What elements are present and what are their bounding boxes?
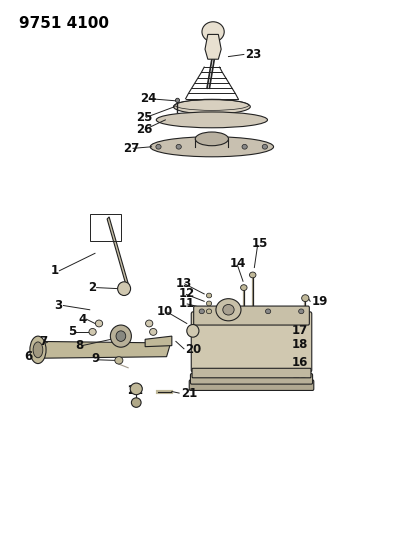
Ellipse shape	[206, 293, 211, 298]
Ellipse shape	[175, 98, 179, 102]
Text: 1: 1	[50, 264, 58, 277]
Ellipse shape	[199, 309, 204, 314]
Ellipse shape	[156, 112, 267, 128]
Text: 9: 9	[91, 352, 99, 365]
Text: 17: 17	[291, 325, 307, 337]
Polygon shape	[107, 217, 128, 286]
Text: 24: 24	[140, 92, 156, 106]
Ellipse shape	[265, 309, 270, 314]
Text: 10: 10	[156, 305, 172, 318]
Ellipse shape	[117, 282, 130, 295]
Polygon shape	[204, 35, 220, 59]
Text: 13: 13	[175, 277, 192, 290]
Ellipse shape	[115, 357, 123, 364]
FancyBboxPatch shape	[190, 374, 312, 384]
Text: 6: 6	[25, 350, 33, 362]
Polygon shape	[36, 342, 170, 358]
Ellipse shape	[202, 22, 224, 42]
Text: 5: 5	[68, 326, 76, 338]
Ellipse shape	[155, 144, 161, 149]
Ellipse shape	[149, 328, 157, 335]
Ellipse shape	[150, 137, 273, 157]
Ellipse shape	[206, 301, 211, 306]
Text: 22: 22	[127, 384, 143, 397]
Text: 15: 15	[251, 237, 267, 250]
Ellipse shape	[95, 320, 102, 327]
Text: 26: 26	[136, 123, 152, 136]
Ellipse shape	[195, 132, 228, 146]
Ellipse shape	[116, 331, 126, 342]
FancyBboxPatch shape	[191, 312, 311, 372]
Text: 8: 8	[74, 339, 83, 352]
Ellipse shape	[232, 309, 237, 314]
Text: 18: 18	[291, 338, 307, 351]
Ellipse shape	[206, 309, 211, 314]
FancyBboxPatch shape	[189, 380, 313, 391]
Ellipse shape	[301, 295, 308, 302]
Ellipse shape	[131, 398, 141, 407]
Text: 23: 23	[245, 48, 261, 61]
Text: 20: 20	[185, 343, 201, 357]
Ellipse shape	[216, 298, 240, 321]
Text: 9751 4100: 9751 4100	[19, 16, 109, 31]
Text: 27: 27	[123, 142, 139, 155]
Polygon shape	[145, 336, 171, 346]
Text: 18: 18	[291, 368, 307, 381]
Ellipse shape	[89, 328, 96, 335]
Ellipse shape	[110, 325, 131, 347]
Bar	[90, 214, 121, 241]
Text: 12: 12	[178, 287, 194, 301]
Ellipse shape	[145, 320, 153, 327]
Ellipse shape	[130, 383, 142, 394]
Text: 11: 11	[179, 297, 195, 310]
Ellipse shape	[298, 309, 303, 314]
Ellipse shape	[240, 285, 247, 290]
Ellipse shape	[241, 144, 247, 149]
Ellipse shape	[249, 272, 255, 278]
Ellipse shape	[262, 144, 267, 149]
Text: 3: 3	[54, 299, 63, 312]
Ellipse shape	[175, 144, 181, 149]
Ellipse shape	[173, 99, 249, 114]
FancyBboxPatch shape	[193, 306, 309, 325]
Text: 19: 19	[310, 295, 327, 308]
Text: 14: 14	[229, 257, 245, 270]
Ellipse shape	[33, 342, 43, 358]
Ellipse shape	[222, 304, 234, 315]
Ellipse shape	[30, 336, 46, 364]
Ellipse shape	[187, 325, 198, 337]
Text: 25: 25	[136, 111, 152, 124]
FancyBboxPatch shape	[191, 368, 310, 378]
Text: 16: 16	[291, 356, 307, 369]
Text: 4: 4	[79, 313, 87, 326]
Text: 7: 7	[39, 335, 47, 348]
Text: 21: 21	[180, 386, 196, 400]
Text: 2: 2	[88, 281, 97, 294]
